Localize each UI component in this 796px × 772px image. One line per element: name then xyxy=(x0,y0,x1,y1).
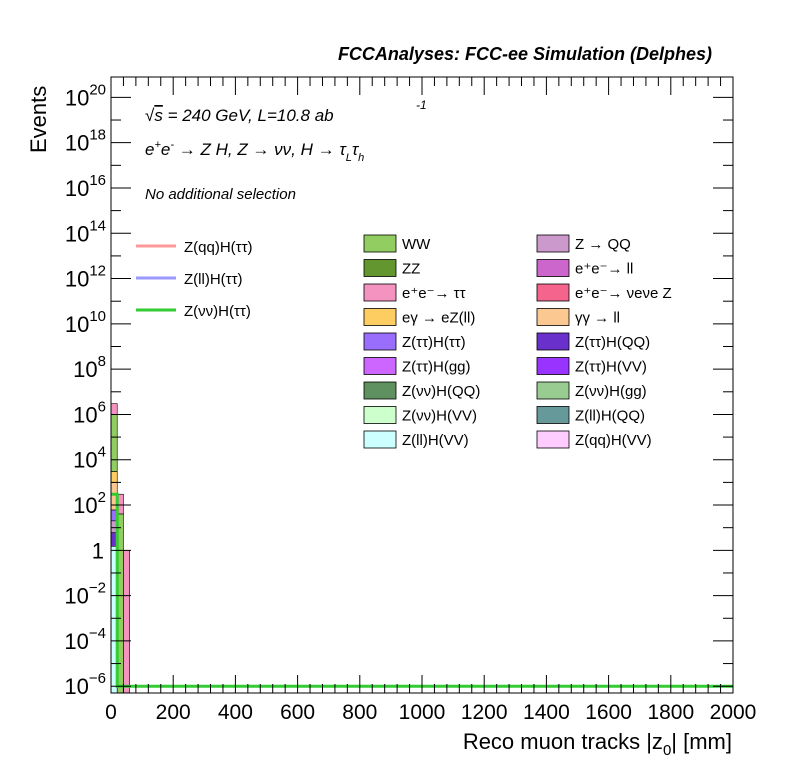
legend-box-label: Z(ll)H(VV) xyxy=(402,432,469,449)
y-axis-label: Events xyxy=(26,86,51,153)
legend-box-label: ZZ xyxy=(402,261,420,278)
legend-box-label: Z(qq)H(VV) xyxy=(575,432,652,449)
legend-box-label: Z(ττ)H(QQ) xyxy=(575,334,650,351)
legend-box-swatch xyxy=(363,234,397,253)
y-tick-label: 10−2 xyxy=(64,580,106,609)
y-tick-label: 1020 xyxy=(65,81,106,110)
y-tick-label: 1 xyxy=(92,538,104,563)
x-tick-label: 2000 xyxy=(710,701,757,724)
annotation-energy: √s = 240 GeV, L=10.8 ab -1 xyxy=(145,98,427,125)
y-tick-label: 108 xyxy=(73,353,106,382)
x-axis-label: Reco muon tracks |z0| [mm] xyxy=(463,729,732,759)
legend-box-label: Z(νν)H(QQ) xyxy=(402,383,480,400)
y-tick-label: 1016 xyxy=(65,172,106,201)
svg-text:e+e- → Z H, Z → νν, H → τLτh: e+e- → Z H, Z → νν, H → τLτh xyxy=(145,139,364,164)
legend-box-label: Z(νν)H(gg) xyxy=(575,383,647,400)
legend-box-label: e⁺e⁻→ ττ xyxy=(402,285,466,302)
legend-line-label: Z(νν)H(ττ) xyxy=(184,303,251,320)
legend-box-swatch xyxy=(536,381,570,400)
signal-line-2 xyxy=(111,492,733,688)
x-tick-label: 1600 xyxy=(585,701,632,724)
x-tick-label: 600 xyxy=(280,701,315,724)
legend-box-label: Z(ττ)H(gg) xyxy=(402,359,471,376)
legend-box-swatch xyxy=(536,430,570,449)
legend-box-swatch xyxy=(363,308,397,326)
legend-line-label: Z(ll)H(ττ) xyxy=(184,271,243,288)
legend-lines: Z(qq)H(ττ) Z(ll)H(ττ) Z(νν)H(ττ) xyxy=(136,239,253,320)
x-tick-label: 1000 xyxy=(399,701,446,724)
signal-lines xyxy=(111,492,733,688)
legend-box-swatch xyxy=(536,332,570,351)
x-tick-label: 800 xyxy=(342,701,377,724)
y-tick-label: 102 xyxy=(73,489,106,518)
legend-box-label: Z(ll)H(QQ) xyxy=(575,408,645,425)
legend-box-swatch xyxy=(536,357,570,375)
y-tick-label: 1010 xyxy=(65,308,106,337)
legend-box-label: Z(νν)H(VV) xyxy=(402,408,477,425)
histogram-bars xyxy=(110,403,130,694)
y-tick-label: 10−4 xyxy=(64,625,106,654)
x-tick-label: 1400 xyxy=(523,701,570,724)
bar-bin2-layer0 xyxy=(123,550,130,694)
svg-text:√s = 240 GeV, L=10.8 ab: √s = 240 GeV, L=10.8 ab xyxy=(145,106,334,125)
bar-bin0-layer1 xyxy=(110,414,118,472)
x-tick-label: 0 xyxy=(105,701,117,724)
legend-box-label: Z(ττ)H(VV) xyxy=(575,359,647,376)
legend-box-swatch xyxy=(536,406,570,424)
legend-box-label: γγ → ll xyxy=(575,310,620,327)
y-tick-label: 1012 xyxy=(65,263,106,292)
legend-boxes: WW ZZ e⁺e⁻→ ττ eγ → eZ(ll) Z(ττ)H(ττ) Z(ττ)H(… xyxy=(363,234,672,449)
chart-title: FCCAnalyses: FCC-ee Simulation (Delphes) xyxy=(338,44,712,64)
legend-box-swatch xyxy=(536,283,570,302)
bar-bin0-layer2 xyxy=(110,471,118,483)
legend-line-label: Z(qq)H(ττ) xyxy=(184,239,253,256)
svg-text:-1: -1 xyxy=(416,98,427,112)
legend-box-swatch xyxy=(363,357,397,375)
x-axis: 0 200 400 600 800 1000 1200 1400 1600 1800 2000 xyxy=(105,77,756,724)
legend-box-label: e⁺e⁻→ νeνe Z xyxy=(575,285,672,302)
annotation-selection: No additional selection xyxy=(145,186,296,203)
annotation-process: e+e- → Z H, Z → νν, H → τLτh xyxy=(145,139,364,164)
y-tick-label: 10−6 xyxy=(64,670,106,699)
legend-box-swatch xyxy=(363,283,397,302)
legend-box-swatch xyxy=(363,332,397,351)
legend-box-swatch xyxy=(363,406,397,424)
legend-box-swatch xyxy=(536,259,570,277)
y-axis: 10−6 10−4 10−2 1 102 104 106 108 1010 1012 1014 101… xyxy=(64,81,733,699)
x-tick-label: 200 xyxy=(156,701,191,724)
legend-box-label: Z(ττ)H(ττ) xyxy=(402,334,466,351)
legend-box-label: WW xyxy=(402,236,431,253)
legend-box-swatch xyxy=(363,430,397,449)
y-tick-label: 1018 xyxy=(65,127,106,156)
y-tick-label: 106 xyxy=(73,398,106,427)
y-tick-label: 1014 xyxy=(65,217,106,246)
x-tick-label: 400 xyxy=(218,701,253,724)
x-tick-label: 1200 xyxy=(461,701,508,724)
legend-box-swatch xyxy=(536,234,570,253)
legend-box-swatch xyxy=(363,381,397,400)
legend-box-label: Z → QQ xyxy=(575,236,631,253)
legend-box-label: e⁺e⁻→ ll xyxy=(575,261,633,278)
legend-box-label: eγ → eZ(ll) xyxy=(402,310,475,327)
bar-bin0-layer0 xyxy=(110,403,118,415)
legend-box-swatch xyxy=(536,308,570,326)
x-tick-label: 1800 xyxy=(647,701,694,724)
y-tick-label: 104 xyxy=(73,444,106,473)
legend-box-swatch xyxy=(363,259,397,277)
